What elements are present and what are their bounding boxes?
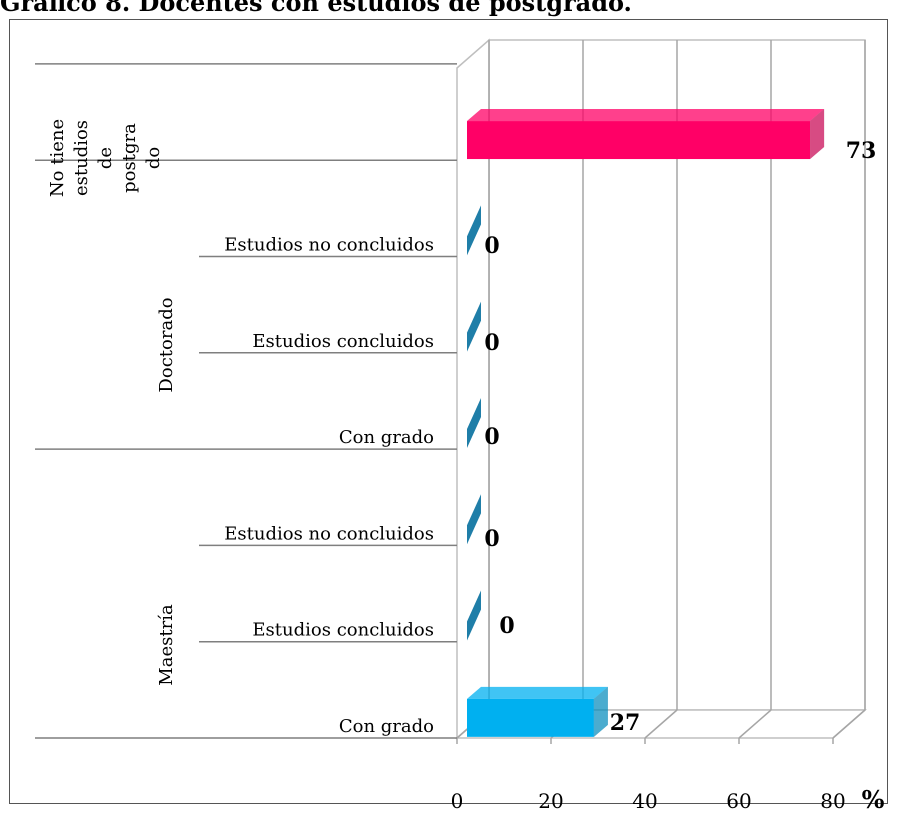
group-label-no-tiene: No tiene xyxy=(47,119,68,197)
chart-frame xyxy=(9,19,888,804)
bar xyxy=(467,397,481,448)
group-label-no-tiene: postgra xyxy=(119,123,140,193)
group-label-maestria: Maestría xyxy=(156,604,177,686)
x-tick-label: 80 xyxy=(820,789,845,813)
data-label: 73 xyxy=(846,138,877,164)
x-tick-label: 0 xyxy=(451,789,464,813)
category-label: Estudios no concluidos xyxy=(224,235,434,256)
bar xyxy=(467,121,811,160)
bar xyxy=(467,205,481,256)
group-label-no-tiene: de xyxy=(95,147,116,169)
category-label: Con grado xyxy=(339,427,434,448)
bar-top xyxy=(467,109,825,122)
data-label: 0 xyxy=(484,330,499,356)
group-label-no-tiene: estudios xyxy=(71,120,92,196)
bar-side-color xyxy=(593,686,608,737)
category-label: Con grado xyxy=(339,716,434,737)
x-tick-label: 60 xyxy=(726,789,751,813)
group-label-no-tiene: do xyxy=(143,147,164,169)
bar-side-color xyxy=(810,109,825,160)
data-label: 0 xyxy=(484,233,499,259)
data-label: 0 xyxy=(484,424,499,450)
data-label: 27 xyxy=(610,710,641,736)
category-label: Estudios concluidos xyxy=(252,620,434,641)
bar xyxy=(467,590,481,641)
floor-gridline xyxy=(832,709,866,739)
data-label: 0 xyxy=(484,526,499,552)
data-label: 0 xyxy=(499,613,514,639)
x-tick-label: 40 xyxy=(632,789,657,813)
x-axis-unit: % xyxy=(862,785,885,814)
bar xyxy=(467,698,594,737)
x-tick-label: 20 xyxy=(538,789,563,813)
floor-gridline xyxy=(644,709,678,739)
bar xyxy=(467,494,481,545)
category-label: Estudios concluidos xyxy=(252,331,434,352)
chart-title: Gráfico 8. Docentes con estudios de post… xyxy=(0,0,632,17)
floor-gridline xyxy=(738,709,772,739)
bar xyxy=(467,301,481,352)
category-label: Estudios no concluidos xyxy=(224,523,434,544)
group-label-doctorado: Doctorado xyxy=(156,297,177,392)
bar-top xyxy=(467,686,608,699)
